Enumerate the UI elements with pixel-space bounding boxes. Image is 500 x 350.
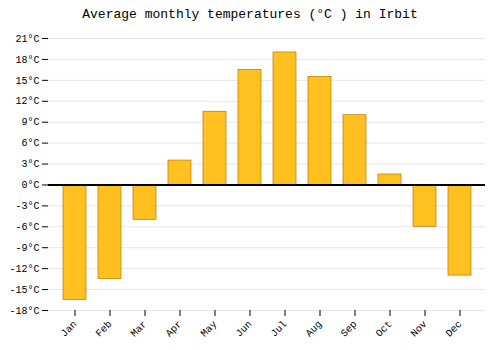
svg-text:-18°C: -18°C [9, 306, 39, 317]
svg-text:Feb: Feb [94, 319, 115, 340]
svg-text:21°C: 21°C [15, 34, 39, 45]
svg-text:18°C: 18°C [15, 55, 39, 66]
svg-text:0°C: 0°C [21, 180, 39, 191]
svg-text:May: May [199, 319, 220, 340]
svg-text:-15°C: -15°C [9, 285, 39, 296]
svg-text:15°C: 15°C [15, 76, 39, 87]
svg-text:3°C: 3°C [21, 159, 39, 170]
svg-text:Oct: Oct [374, 319, 395, 340]
svg-text:-9°C: -9°C [15, 243, 39, 254]
svg-text:12°C: 12°C [15, 96, 39, 107]
svg-text:9°C: 9°C [21, 117, 39, 128]
svg-text:Sep: Sep [339, 319, 360, 340]
svg-text:Apr: Apr [164, 319, 185, 340]
svg-text:Aug: Aug [304, 319, 325, 340]
svg-text:-3°C: -3°C [15, 201, 39, 212]
svg-text:Dec: Dec [444, 319, 465, 340]
svg-text:Jun: Jun [234, 319, 255, 340]
svg-text:-12°C: -12°C [9, 264, 39, 275]
html-text:Average monthly temperatures (: Average monthly temperatures (°C ) in Ir… [82, 7, 418, 22]
svg-text:Jul: Jul [269, 319, 290, 340]
svg-text:6°C: 6°C [21, 138, 39, 149]
svg-text:-6°C: -6°C [15, 222, 39, 233]
svg-text:Mar: Mar [129, 319, 150, 340]
svg-text:Jan: Jan [59, 319, 80, 340]
svg-text:Nov: Nov [409, 319, 430, 340]
